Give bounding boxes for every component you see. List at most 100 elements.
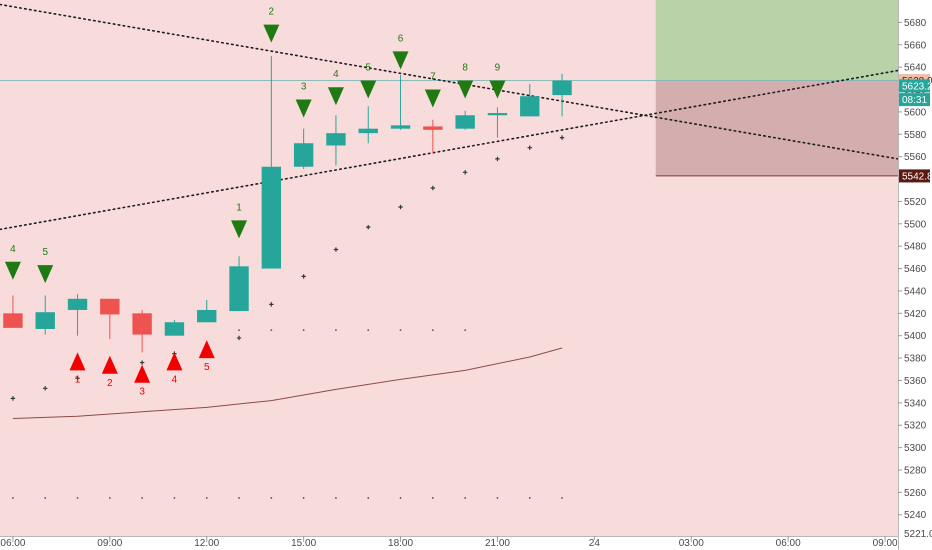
- price-tag-bg: [899, 79, 930, 93]
- candle-body[interactable]: [132, 313, 152, 335]
- candle[interactable]: [100, 298, 120, 340]
- candle[interactable]: [197, 299, 217, 323]
- candle-body[interactable]: [3, 313, 23, 328]
- y-tick-label: 5420: [904, 309, 927, 320]
- candle-body[interactable]: [326, 133, 346, 146]
- price-tag-countdown: 08:31: [899, 93, 930, 107]
- candle[interactable]: [35, 295, 55, 335]
- stop-dot: [333, 247, 339, 252]
- sell-signal-marker: [489, 80, 506, 99]
- candle-body[interactable]: [455, 115, 475, 129]
- buy-signal-marker: [134, 364, 151, 383]
- stop-dot: [559, 135, 565, 140]
- row-dot: [399, 329, 402, 332]
- row-dot: [270, 329, 273, 332]
- candle-body[interactable]: [552, 80, 572, 96]
- stop-dot: [236, 335, 242, 341]
- row-dot: [496, 497, 499, 499]
- candle-body[interactable]: [197, 309, 217, 323]
- sell-signal-marker: [360, 80, 377, 99]
- trendlines[interactable]: [0, 3, 899, 231]
- candle[interactable]: [67, 294, 88, 336]
- sell-signal-label: 5: [365, 63, 371, 74]
- sell-signal-label: 4: [10, 244, 16, 255]
- sell-signal-marker: [4, 261, 21, 280]
- candle[interactable]: [3, 295, 23, 328]
- target-zone[interactable]: [655, 0, 898, 81]
- trendline-1[interactable]: [0, 3, 899, 160]
- stop-dot: [10, 396, 16, 401]
- row-dot: [528, 497, 531, 499]
- trendline-2[interactable]: [0, 69, 899, 231]
- candle-body[interactable]: [261, 166, 282, 269]
- price-tag-label: 08:31: [902, 95, 927, 106]
- candle-body[interactable]: [423, 126, 443, 130]
- y-tick-label: 5600: [904, 107, 927, 118]
- x-axis-ticks: 06:00 09:00 12:00 15:00 18:00 21:00 24 03:00 06:…: [0, 536, 898, 549]
- stop-dot: [75, 376, 80, 381]
- stop-dot: [495, 156, 500, 162]
- x-axis-panel[interactable]: [0, 536, 898, 550]
- candle[interactable]: [487, 107, 508, 138]
- candles[interactable]: [3, 55, 572, 353]
- buy-signal-marker: [166, 352, 183, 371]
- candle[interactable]: [261, 55, 282, 269]
- y-tick-label: 5660: [904, 40, 927, 51]
- x-tick-label: 15:00: [291, 538, 316, 549]
- candle-body[interactable]: [229, 266, 249, 312]
- candle-body[interactable]: [293, 143, 314, 167]
- row-dot: [238, 497, 240, 499]
- y-tick-label: 5280: [904, 465, 927, 476]
- stop-dot: [43, 386, 48, 391]
- x-tick-label: 18:00: [388, 538, 413, 549]
- row-dot: [464, 329, 467, 332]
- row-dot: [12, 497, 14, 499]
- candle-body[interactable]: [520, 96, 540, 117]
- stop-zone[interactable]: [655, 80, 898, 176]
- row-dot: [141, 497, 144, 499]
- candle-body[interactable]: [35, 312, 55, 329]
- candle-body[interactable]: [67, 298, 88, 310]
- row-dot: [367, 497, 370, 499]
- candle[interactable]: [358, 106, 378, 144]
- row-dot: [335, 497, 337, 499]
- x-tick-label: 21:00: [485, 538, 510, 549]
- candle-body[interactable]: [358, 128, 378, 134]
- price-tag-label: 5623.2: [902, 81, 932, 92]
- sell-signal-label: 6: [398, 33, 404, 44]
- candle-body[interactable]: [100, 298, 120, 315]
- candle-body[interactable]: [390, 125, 411, 129]
- candle[interactable]: [326, 115, 346, 166]
- buy-signal-label: 5: [204, 362, 210, 373]
- y-tick-label: 5480: [904, 242, 927, 253]
- candle[interactable]: [423, 119, 443, 154]
- candle[interactable]: [229, 256, 249, 312]
- candle[interactable]: [293, 128, 314, 169]
- buy-signal-label: 2: [107, 378, 113, 389]
- candle[interactable]: [455, 110, 475, 130]
- y-tick-label: 5580: [904, 130, 927, 141]
- x-tick-label: 06:00: [0, 538, 25, 549]
- candle[interactable]: [164, 320, 185, 336]
- row-dot: [431, 497, 434, 499]
- row-dot: [367, 329, 370, 332]
- candle[interactable]: [132, 309, 152, 353]
- candle-body[interactable]: [487, 113, 508, 116]
- position-box[interactable]: [655, 0, 898, 177]
- row-dot: [44, 497, 47, 499]
- y-axis-ticks: 5240 5260 5280 5300 5320 5340 5360 5380 5400 5420…: [898, 18, 932, 540]
- x-tick-label: 12:00: [194, 538, 219, 549]
- buy-signal-label: 3: [139, 387, 145, 398]
- row-dot: [561, 497, 563, 499]
- buy-signal-marker: [101, 355, 118, 374]
- stop-dot: [301, 274, 306, 279]
- y-tick-label: 5380: [904, 354, 927, 365]
- candle[interactable]: [552, 73, 572, 117]
- candle[interactable]: [520, 83, 540, 117]
- sell-signal-label: 5: [42, 247, 48, 258]
- candle[interactable]: [390, 74, 411, 130]
- candle-body[interactable]: [164, 322, 185, 336]
- y-tick-label: 5320: [904, 421, 927, 432]
